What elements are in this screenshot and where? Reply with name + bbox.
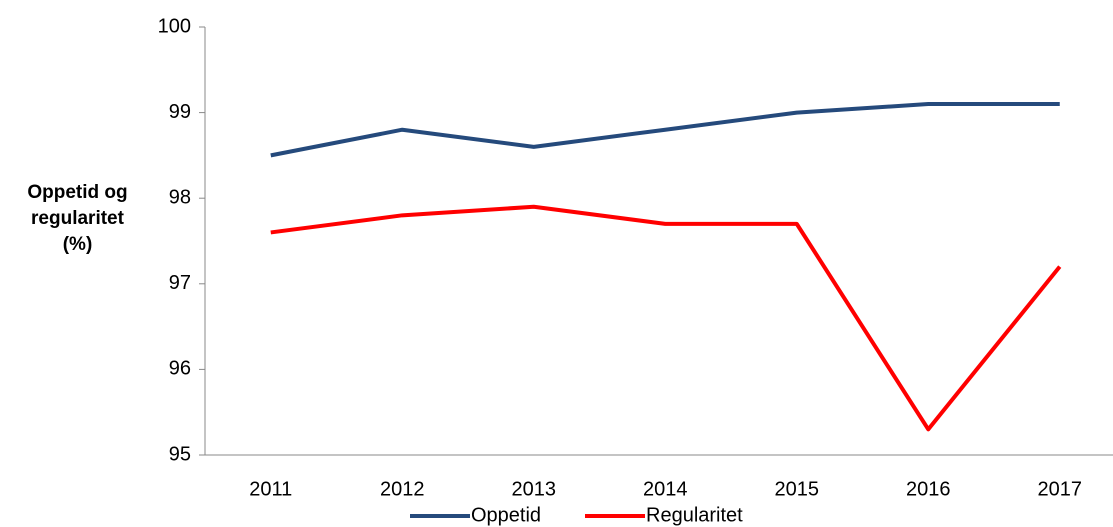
legend-label: Oppetid	[471, 504, 541, 526]
y-tick-label: 98	[169, 186, 191, 208]
series-line	[270, 102, 1060, 158]
x-tick-label: 2013	[512, 478, 557, 500]
legend-label: Regularitet	[646, 504, 743, 526]
x-tick-label: 2015	[775, 478, 820, 500]
x-tick-label: 2016	[906, 478, 951, 500]
series-line	[270, 204, 1062, 432]
x-tick-label: 2011	[249, 478, 292, 500]
x-tick-label: 2012	[380, 478, 425, 500]
y-tick-label: 96	[169, 358, 191, 380]
y-axis-label: Oppetid og regularitet (%)	[27, 182, 128, 255]
x-tick-label: 2014	[643, 478, 688, 500]
y-tick-label: 97	[169, 272, 191, 294]
x-tick-label: 2017	[1038, 478, 1083, 500]
y-tick-label: 95	[169, 443, 191, 465]
y-tick-label: 99	[169, 101, 191, 123]
y-tick-label: 100	[158, 15, 191, 37]
